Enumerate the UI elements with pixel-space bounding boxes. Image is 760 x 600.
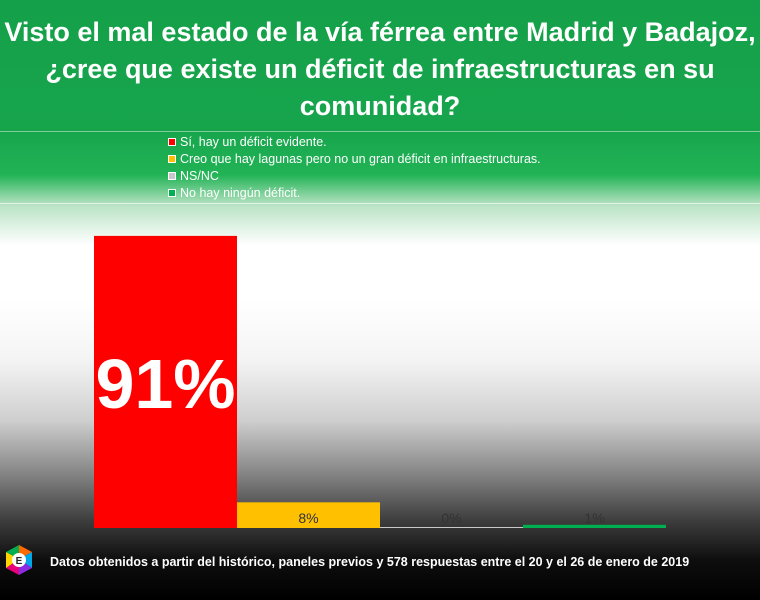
- legend-item: Sí, hay un déficit evidente.: [168, 133, 541, 150]
- legend-swatch: [168, 154, 176, 163]
- legend-swatch: [168, 137, 176, 146]
- logo-letter: E: [16, 556, 23, 567]
- legend-swatch: [168, 188, 176, 197]
- data-label: 91%: [95, 345, 235, 423]
- brand-logo: E: [6, 545, 32, 575]
- bar: [523, 524, 666, 528]
- bar: [237, 502, 380, 528]
- legend-item: No hay ningún déficit.: [168, 184, 541, 201]
- legend: Sí, hay un déficit evidente. Creo que ha…: [168, 133, 541, 201]
- footer-note: Datos obtenidos a partir del histórico, …: [50, 555, 690, 569]
- data-label: 0%: [441, 510, 461, 526]
- legend-label: NS/NC: [180, 168, 219, 183]
- data-label: 1%: [584, 510, 604, 526]
- bar: [380, 527, 523, 528]
- data-label: 8%: [298, 510, 318, 526]
- chart-title: Visto el mal estado de la vía férrea ent…: [4, 17, 756, 121]
- legend-label: No hay ningún déficit.: [180, 185, 301, 200]
- legend-item: NS/NC: [168, 167, 541, 184]
- legend-label: Sí, hay un déficit evidente.: [180, 134, 327, 149]
- title-separator: [0, 131, 760, 132]
- legend-swatch: [168, 171, 176, 180]
- legend-item: Creo que hay lagunas pero no un gran déf…: [168, 150, 541, 167]
- bar: [94, 235, 237, 528]
- plot-area-border: [0, 203, 760, 204]
- legend-label: Creo que hay lagunas pero no un gran déf…: [180, 151, 541, 166]
